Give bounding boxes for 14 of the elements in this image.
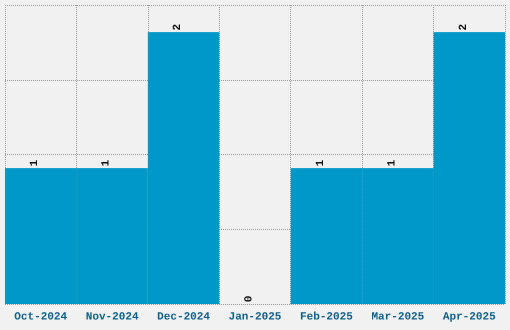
data-label: 1 xyxy=(386,159,398,166)
x-tick-label: Jan-2025 xyxy=(228,312,282,324)
x-tick-label: Oct-2024 xyxy=(14,312,68,324)
data-label: 1 xyxy=(314,159,327,166)
x-tick-label: Mar-2025 xyxy=(371,312,425,324)
x-tick-label: Nov-2024 xyxy=(86,312,139,324)
data-label: 2 xyxy=(458,24,470,30)
x-tick-label: Apr-2025 xyxy=(442,312,496,324)
data-label: 1 xyxy=(29,159,42,166)
data-label: 0 xyxy=(244,296,256,302)
x-tick-label: Feb-2025 xyxy=(300,312,354,324)
x-tick-label: Dec-2024 xyxy=(157,312,210,324)
data-label: 2 xyxy=(172,24,184,30)
data-label: 1 xyxy=(100,159,113,166)
